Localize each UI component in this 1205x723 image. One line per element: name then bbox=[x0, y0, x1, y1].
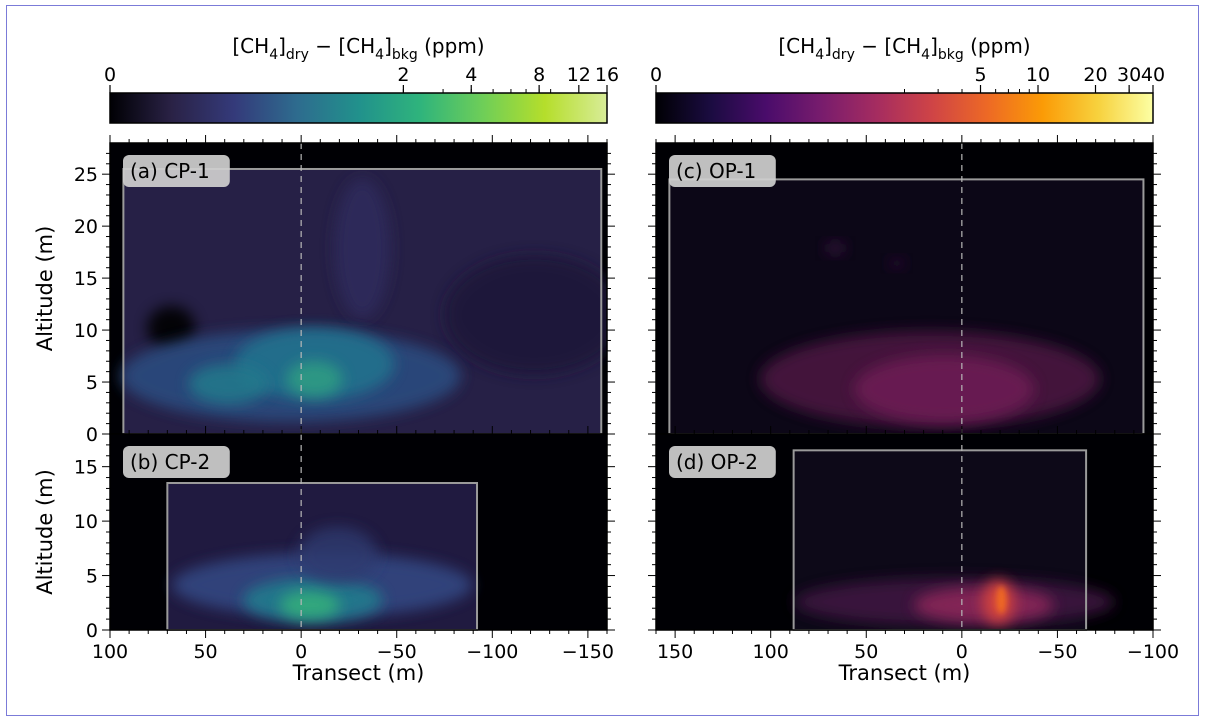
y-tick-label: 25 bbox=[74, 164, 98, 186]
plume-core bbox=[996, 586, 1007, 614]
plume-region bbox=[825, 242, 846, 255]
plume-region bbox=[279, 591, 340, 619]
panel-label-text: (d) OP-2 bbox=[676, 450, 758, 474]
y-tick-label: 5 bbox=[86, 566, 98, 588]
panel-label: (c) OP-1 bbox=[669, 155, 776, 187]
x-tick-label: 50 bbox=[854, 641, 878, 663]
panel-frame bbox=[109, 433, 608, 631]
colorbar-tick-label: 0 bbox=[104, 64, 116, 86]
colorbar-op: 0 5 10 20 30 40 [CH4]dry − [CH4]bkg (ppm) bbox=[650, 34, 1165, 124]
x-tick-label: −100 bbox=[466, 641, 518, 663]
heatmap-field bbox=[120, 168, 607, 434]
x-tick-label: 0 bbox=[295, 641, 307, 663]
plume-region bbox=[297, 527, 378, 583]
colorbar-tick-label: 16 bbox=[595, 64, 619, 86]
y-tick-label: 15 bbox=[74, 268, 98, 290]
x-axis-b: 100 50 0 −50 −100 −150 Transect (m) bbox=[92, 641, 614, 685]
colorbar-tick-label: 20 bbox=[1083, 64, 1107, 86]
y-tick-label: 10 bbox=[74, 320, 98, 342]
y-tick-label: 0 bbox=[86, 424, 98, 446]
heatmap-field bbox=[793, 450, 1115, 630]
x-tick-label: −100 bbox=[1127, 641, 1179, 663]
low-region bbox=[147, 305, 196, 350]
colorbar-label: [CH4]dry − [CH4]bkg (ppm) bbox=[232, 34, 484, 63]
colorbar-tick-label: 0 bbox=[650, 64, 662, 86]
panel-label-box bbox=[669, 155, 776, 187]
y-tick-label: 0 bbox=[86, 620, 98, 642]
plume-region bbox=[888, 258, 905, 269]
colorbar-tick-label: 2 bbox=[397, 64, 409, 86]
y-axis-label: Altitude (m) bbox=[33, 226, 57, 352]
panel-a: 0 5 10 15 20 25 (a) CP-1 bbox=[74, 135, 615, 446]
colorbar-tick-label: 5 bbox=[974, 64, 986, 86]
panel-label: (b) CP-2 bbox=[123, 446, 230, 478]
x-tick-label: −50 bbox=[1037, 641, 1077, 663]
panel-label-text: (c) OP-1 bbox=[676, 159, 756, 183]
x-axis-label: Transect (m) bbox=[838, 661, 971, 685]
x-tick-label: −150 bbox=[562, 641, 614, 663]
plume-region bbox=[286, 361, 343, 397]
x-tick-label: 150 bbox=[657, 641, 693, 663]
panel-label: (d) OP-2 bbox=[669, 446, 776, 478]
panel-label: (a) CP-1 bbox=[123, 155, 230, 187]
colorbar-tick-label: 12 bbox=[567, 64, 591, 86]
colorbar-gradient bbox=[109, 92, 608, 124]
plume-region bbox=[854, 355, 1035, 423]
colorbar-cp: 0 2 4 8 12 16 [CH4]dry − [CH4]bkg (ppm) bbox=[104, 34, 619, 124]
y-tick-label: 10 bbox=[74, 511, 98, 533]
heatmap-field bbox=[167, 483, 478, 630]
colorbar-label: [CH4]dry − [CH4]bkg (ppm) bbox=[778, 34, 1030, 63]
colorbar-tick-label: 30 bbox=[1117, 64, 1141, 86]
y-axis-label: Altitude (m) bbox=[33, 469, 57, 595]
heatmap-field bbox=[669, 179, 1144, 434]
plume-region bbox=[334, 178, 391, 319]
colorbar-gradient bbox=[655, 92, 1154, 124]
panel-d: (d) OP-2 bbox=[648, 426, 1161, 638]
y-tick-label: 20 bbox=[74, 216, 98, 238]
panel-c: (c) OP-1 bbox=[648, 135, 1161, 442]
plume-region bbox=[188, 364, 269, 404]
colorbar-tick-label: 40 bbox=[1141, 64, 1165, 86]
y-tick-label: 15 bbox=[74, 457, 98, 479]
plume-region bbox=[444, 254, 607, 375]
figure-border bbox=[6, 5, 1199, 716]
panel-label-box bbox=[123, 446, 230, 478]
x-axis-d: 150 100 50 0 −50 −100 Transect (m) bbox=[657, 641, 1179, 685]
panel-label-text: (a) CP-1 bbox=[130, 159, 210, 183]
colorbar-tick-label: 4 bbox=[465, 64, 477, 86]
panel-label-text: (b) CP-2 bbox=[130, 450, 210, 474]
x-tick-label: −50 bbox=[377, 641, 417, 663]
panel-label-box bbox=[669, 446, 776, 478]
x-tick-label: 100 bbox=[753, 641, 789, 663]
panel-b: 0 5 10 15 (b) CP-2 bbox=[74, 426, 615, 642]
x-tick-label: 100 bbox=[92, 641, 128, 663]
panel-frame bbox=[655, 433, 1154, 631]
x-axis-label: Transect (m) bbox=[292, 661, 425, 685]
colorbar-tick-label: 8 bbox=[533, 64, 545, 86]
panel-label-box bbox=[123, 155, 230, 187]
x-tick-label: 0 bbox=[956, 641, 968, 663]
y-tick-label: 5 bbox=[86, 372, 98, 394]
x-tick-label: 50 bbox=[193, 641, 217, 663]
colorbar-tick-label: 10 bbox=[1026, 64, 1050, 86]
